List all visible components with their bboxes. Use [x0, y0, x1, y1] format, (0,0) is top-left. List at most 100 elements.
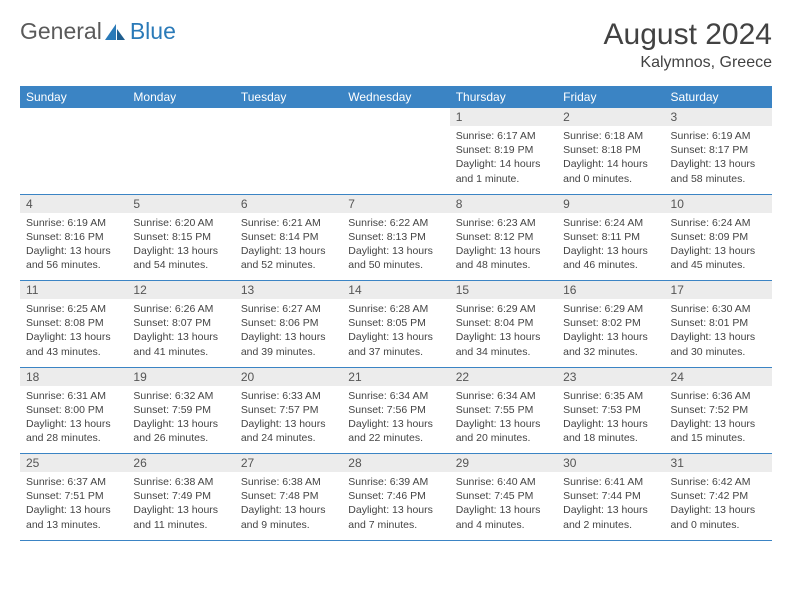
sunset-text: Sunset: 8:15 PM — [133, 230, 228, 244]
daylight-text: Daylight: 13 hours and 13 minutes. — [26, 503, 121, 531]
detail-row: Sunrise: 6:31 AMSunset: 8:00 PMDaylight:… — [20, 386, 772, 454]
daylight-text: Daylight: 13 hours and 4 minutes. — [456, 503, 551, 531]
logo-text-1: General — [20, 18, 102, 45]
sunrise-text: Sunrise: 6:33 AM — [241, 389, 336, 403]
sunset-text: Sunset: 7:49 PM — [133, 489, 228, 503]
sunset-text: Sunset: 8:06 PM — [241, 316, 336, 330]
daylight-text: Daylight: 13 hours and 56 minutes. — [26, 244, 121, 272]
daylight-text: Daylight: 14 hours and 1 minute. — [456, 157, 551, 185]
day-number-cell: 6 — [235, 194, 342, 213]
sunrise-text: Sunrise: 6:39 AM — [348, 475, 443, 489]
sunset-text: Sunset: 8:07 PM — [133, 316, 228, 330]
day-number-cell: 28 — [342, 454, 449, 473]
daylight-text: Daylight: 13 hours and 45 minutes. — [671, 244, 766, 272]
weekday-header: Thursday — [450, 86, 557, 108]
daylight-text: Daylight: 13 hours and 54 minutes. — [133, 244, 228, 272]
day-detail-cell: Sunrise: 6:21 AMSunset: 8:14 PMDaylight:… — [235, 213, 342, 281]
daylight-text: Daylight: 13 hours and 50 minutes. — [348, 244, 443, 272]
day-detail-cell — [235, 126, 342, 194]
daylight-text: Daylight: 13 hours and 26 minutes. — [133, 417, 228, 445]
day-detail-cell: Sunrise: 6:24 AMSunset: 8:09 PMDaylight:… — [665, 213, 772, 281]
sunrise-text: Sunrise: 6:26 AM — [133, 302, 228, 316]
day-number-cell: 9 — [557, 194, 664, 213]
day-detail-cell: Sunrise: 6:32 AMSunset: 7:59 PMDaylight:… — [127, 386, 234, 454]
day-detail-cell: Sunrise: 6:37 AMSunset: 7:51 PMDaylight:… — [20, 472, 127, 540]
day-detail-cell — [342, 126, 449, 194]
sunrise-text: Sunrise: 6:18 AM — [563, 129, 658, 143]
detail-row: Sunrise: 6:17 AMSunset: 8:19 PMDaylight:… — [20, 126, 772, 194]
day-detail-cell: Sunrise: 6:39 AMSunset: 7:46 PMDaylight:… — [342, 472, 449, 540]
daylight-text: Daylight: 13 hours and 48 minutes. — [456, 244, 551, 272]
sunrise-text: Sunrise: 6:34 AM — [456, 389, 551, 403]
sunrise-text: Sunrise: 6:24 AM — [671, 216, 766, 230]
sunset-text: Sunset: 8:12 PM — [456, 230, 551, 244]
daylight-text: Daylight: 13 hours and 0 minutes. — [671, 503, 766, 531]
daylight-text: Daylight: 13 hours and 22 minutes. — [348, 417, 443, 445]
day-detail-cell: Sunrise: 6:23 AMSunset: 8:12 PMDaylight:… — [450, 213, 557, 281]
daylight-text: Daylight: 13 hours and 46 minutes. — [563, 244, 658, 272]
sunrise-text: Sunrise: 6:27 AM — [241, 302, 336, 316]
sunset-text: Sunset: 8:13 PM — [348, 230, 443, 244]
weekday-header: Sunday — [20, 86, 127, 108]
sunset-text: Sunset: 7:42 PM — [671, 489, 766, 503]
day-number-cell: 12 — [127, 281, 234, 300]
day-detail-cell: Sunrise: 6:28 AMSunset: 8:05 PMDaylight:… — [342, 299, 449, 367]
weekday-header: Saturday — [665, 86, 772, 108]
sunset-text: Sunset: 7:53 PM — [563, 403, 658, 417]
daylight-text: Daylight: 13 hours and 52 minutes. — [241, 244, 336, 272]
sunset-text: Sunset: 7:48 PM — [241, 489, 336, 503]
weekday-header-row: Sunday Monday Tuesday Wednesday Thursday… — [20, 86, 772, 108]
sunrise-text: Sunrise: 6:30 AM — [671, 302, 766, 316]
page-header: General Blue August 2024 Kalymnos, Greec… — [20, 18, 772, 72]
sunrise-text: Sunrise: 6:32 AM — [133, 389, 228, 403]
sunset-text: Sunset: 8:16 PM — [26, 230, 121, 244]
day-detail-cell: Sunrise: 6:30 AMSunset: 8:01 PMDaylight:… — [665, 299, 772, 367]
day-number-cell — [342, 108, 449, 126]
day-detail-cell: Sunrise: 6:40 AMSunset: 7:45 PMDaylight:… — [450, 472, 557, 540]
weekday-header: Wednesday — [342, 86, 449, 108]
day-number-cell: 23 — [557, 367, 664, 386]
sunrise-text: Sunrise: 6:21 AM — [241, 216, 336, 230]
day-detail-cell: Sunrise: 6:38 AMSunset: 7:48 PMDaylight:… — [235, 472, 342, 540]
day-number-cell: 4 — [20, 194, 127, 213]
sunset-text: Sunset: 8:01 PM — [671, 316, 766, 330]
sunrise-text: Sunrise: 6:17 AM — [456, 129, 551, 143]
daylight-text: Daylight: 13 hours and 18 minutes. — [563, 417, 658, 445]
month-title: August 2024 — [604, 18, 772, 52]
weekday-header: Tuesday — [235, 86, 342, 108]
day-detail-cell: Sunrise: 6:35 AMSunset: 7:53 PMDaylight:… — [557, 386, 664, 454]
sunrise-text: Sunrise: 6:42 AM — [671, 475, 766, 489]
sunrise-text: Sunrise: 6:35 AM — [563, 389, 658, 403]
day-detail-cell: Sunrise: 6:19 AMSunset: 8:17 PMDaylight:… — [665, 126, 772, 194]
day-number-cell — [20, 108, 127, 126]
day-number-cell: 18 — [20, 367, 127, 386]
sunrise-text: Sunrise: 6:29 AM — [563, 302, 658, 316]
daylight-text: Daylight: 13 hours and 9 minutes. — [241, 503, 336, 531]
daylight-text: Daylight: 13 hours and 30 minutes. — [671, 330, 766, 358]
location: Kalymnos, Greece — [604, 54, 772, 72]
sunrise-text: Sunrise: 6:29 AM — [456, 302, 551, 316]
sunset-text: Sunset: 7:46 PM — [348, 489, 443, 503]
daylight-text: Daylight: 13 hours and 39 minutes. — [241, 330, 336, 358]
day-number-cell: 7 — [342, 194, 449, 213]
day-number-cell: 26 — [127, 454, 234, 473]
day-number-cell: 8 — [450, 194, 557, 213]
sunset-text: Sunset: 7:56 PM — [348, 403, 443, 417]
sunrise-text: Sunrise: 6:41 AM — [563, 475, 658, 489]
daynum-row: 25262728293031 — [20, 454, 772, 473]
day-detail-cell: Sunrise: 6:20 AMSunset: 8:15 PMDaylight:… — [127, 213, 234, 281]
sunset-text: Sunset: 7:59 PM — [133, 403, 228, 417]
day-number-cell: 21 — [342, 367, 449, 386]
day-detail-cell: Sunrise: 6:17 AMSunset: 8:19 PMDaylight:… — [450, 126, 557, 194]
sunrise-text: Sunrise: 6:22 AM — [348, 216, 443, 230]
daylight-text: Daylight: 13 hours and 2 minutes. — [563, 503, 658, 531]
sunrise-text: Sunrise: 6:37 AM — [26, 475, 121, 489]
day-detail-cell: Sunrise: 6:33 AMSunset: 7:57 PMDaylight:… — [235, 386, 342, 454]
day-number-cell: 13 — [235, 281, 342, 300]
day-detail-cell: Sunrise: 6:38 AMSunset: 7:49 PMDaylight:… — [127, 472, 234, 540]
daylight-text: Daylight: 13 hours and 32 minutes. — [563, 330, 658, 358]
day-detail-cell: Sunrise: 6:34 AMSunset: 7:56 PMDaylight:… — [342, 386, 449, 454]
day-detail-cell: Sunrise: 6:27 AMSunset: 8:06 PMDaylight:… — [235, 299, 342, 367]
sunset-text: Sunset: 7:55 PM — [456, 403, 551, 417]
daylight-text: Daylight: 13 hours and 58 minutes. — [671, 157, 766, 185]
